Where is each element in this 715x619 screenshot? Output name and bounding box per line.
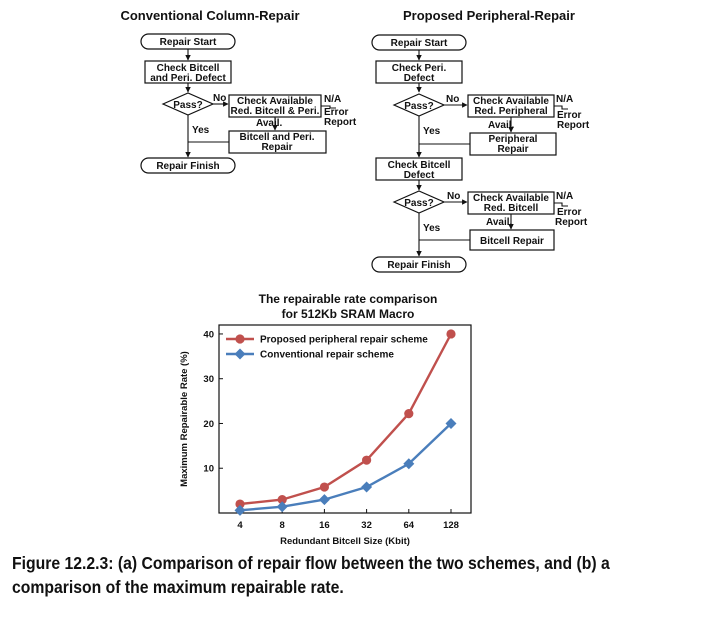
right-na2-label: N/A — [556, 191, 573, 202]
left-finish-terminal — [140, 157, 236, 174]
chart-title-line-1: The repairable rate comparison — [259, 292, 438, 306]
x-ticks: 4 8 16 32 64 128 — [237, 509, 459, 531]
data-point — [446, 329, 456, 339]
x-tick-label: 64 — [404, 520, 415, 531]
figure-caption: Figure 12.2.3: (a) Comparison of repair … — [12, 553, 610, 597]
x-tick-label: 16 — [319, 520, 330, 531]
left-repair-label-1: Bitcell and Peri. — [239, 132, 314, 143]
right-decision1-label: Pass? — [404, 101, 433, 112]
repairable-rate-chart: The repairable rate comparison for 512Kb… — [179, 292, 472, 547]
x-tick-label: 32 — [361, 520, 372, 531]
right-finish-label: Repair Finish — [387, 260, 450, 271]
left-check-label-2: and Peri. Defect — [150, 73, 226, 84]
right-check2-label-1: Check Bitcell — [388, 160, 451, 171]
left-finish-label: Repair Finish — [156, 161, 219, 172]
right-yes2-label: Yes — [423, 223, 441, 234]
legend-label: Proposed peripheral repair scheme — [260, 335, 428, 346]
data-point — [234, 504, 246, 516]
right-error1-label-1: Error — [557, 110, 582, 121]
legend-label: Conventional repair scheme — [260, 350, 394, 361]
series-line-2 — [239, 422, 452, 512]
left-avail-check-label-1: Check Available — [237, 96, 313, 107]
data-point — [445, 417, 457, 429]
right-error2-label-1: Error — [557, 207, 582, 218]
left-error-label-2: Report — [324, 117, 357, 128]
right-avail2-label-2: Red. Bitcell — [484, 203, 539, 214]
right-avail2-label-1: Check Available — [473, 193, 549, 204]
right-avail1-text: Avail. — [488, 120, 515, 131]
right-no1-label: No — [446, 94, 459, 105]
flowchart-left-title: Conventional Column-Repair — [120, 8, 299, 23]
data-point — [319, 482, 329, 492]
data-point — [276, 501, 288, 513]
right-avail1-label-2: Red. Peripheral — [474, 106, 548, 117]
legend-marker — [234, 348, 246, 360]
x-axis-label: Redundant Bitcell Size (Kbit) — [280, 536, 410, 547]
plot-frame — [218, 324, 472, 514]
y-axis-label: Maximum Repairable Rate (%) — [179, 351, 190, 487]
right-finish-terminal — [371, 256, 467, 273]
x-tick-label: 128 — [443, 520, 459, 531]
y-tick-label: 30 — [203, 374, 214, 385]
right-yes1-label: Yes — [423, 126, 441, 137]
right-avail2-text: Avail. — [486, 217, 513, 228]
data-point — [318, 494, 330, 506]
right-repair2-label: Bitcell Repair — [480, 236, 544, 247]
data-point — [361, 481, 373, 493]
flowchart-proposed: Proposed Peripheral-Repair Repair Start … — [371, 8, 590, 273]
series-layer — [234, 329, 457, 516]
left-avail-label: Avail. — [256, 118, 283, 129]
left-error-label-1: Error — [324, 107, 349, 118]
y-ticks: 10 20 30 40 — [203, 329, 223, 475]
right-avail1-label-1: Check Available — [473, 96, 549, 107]
left-decision-label: Pass? — [173, 100, 202, 111]
data-point — [277, 494, 287, 505]
left-repair-label-2: Repair — [261, 142, 292, 153]
left-check-label-1: Check Bitcell — [157, 63, 220, 74]
legend-marker — [235, 334, 245, 344]
right-repair1-label-2: Repair — [497, 144, 528, 155]
flowchart-right-title: Proposed Peripheral-Repair — [403, 8, 575, 23]
data-point — [362, 455, 372, 465]
right-start-label: Repair Start — [391, 38, 448, 49]
right-repair1-label-1: Peripheral — [489, 134, 538, 145]
data-point — [404, 409, 414, 419]
left-start-label: Repair Start — [160, 37, 217, 48]
data-point — [403, 458, 415, 470]
x-tick-label: 4 — [237, 520, 243, 531]
right-check1-label-1: Check Peri. — [392, 63, 447, 74]
left-na-label: N/A — [324, 94, 341, 105]
y-tick-label: 40 — [203, 329, 214, 340]
flowchart-conventional: Conventional Column-Repair Repair Start … — [120, 8, 357, 174]
legend: Proposed peripheral repair scheme Convent… — [226, 334, 428, 361]
left-avail-check-label-2: Red. Bitcell & Peri. — [231, 106, 320, 117]
left-yes-label: Yes — [192, 125, 210, 136]
right-error1-label-2: Report — [557, 120, 590, 131]
right-error2-label-2: Report — [555, 217, 588, 228]
chart-title-line-2: for 512Kb SRAM Macro — [282, 307, 415, 321]
right-no2-label: No — [447, 191, 460, 202]
data-point — [235, 499, 245, 509]
y-tick-label: 20 — [203, 419, 214, 430]
x-tick-label: 8 — [280, 520, 285, 531]
left-no-label: No — [213, 93, 226, 104]
right-decision2-label: Pass? — [404, 198, 433, 209]
right-check1-label-2: Defect — [404, 73, 435, 84]
series-line-1 — [239, 333, 453, 506]
right-na1-label: N/A — [556, 94, 573, 105]
right-check2-label-2: Defect — [404, 170, 435, 181]
y-tick-label: 10 — [203, 464, 214, 475]
